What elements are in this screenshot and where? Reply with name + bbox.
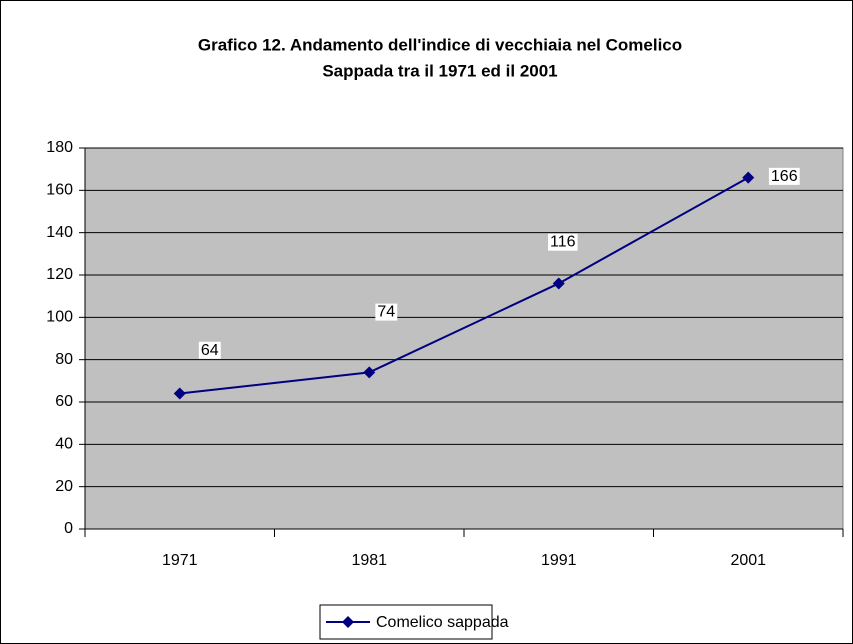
y-tick-label: 100 xyxy=(46,309,73,326)
data-label: 166 xyxy=(771,168,798,185)
y-tick-label: 60 xyxy=(55,393,73,410)
data-point xyxy=(363,366,376,379)
y-tick-label: 160 xyxy=(46,182,73,199)
data-point xyxy=(552,277,565,290)
y-tick-label: 0 xyxy=(64,520,73,537)
y-tick-label: 80 xyxy=(55,351,73,368)
y-tick-label: 20 xyxy=(55,478,73,495)
data-label: 64 xyxy=(201,342,219,359)
data-label-bg xyxy=(768,167,800,185)
plot-area xyxy=(84,147,844,530)
y-tick-label: 40 xyxy=(55,436,73,453)
data-label-bg xyxy=(198,341,221,359)
series-line xyxy=(179,176,749,395)
legend-label: Comelico sappada xyxy=(376,614,509,631)
x-tick-label: 1991 xyxy=(541,552,577,569)
x-tick-label: 2001 xyxy=(730,552,766,569)
data-point xyxy=(742,171,755,184)
data-label-bg xyxy=(375,303,398,321)
data-point xyxy=(173,387,186,400)
chart-title: Grafico 12. Andamento dell'indice di vec… xyxy=(198,35,682,54)
data-label: 116 xyxy=(550,234,576,251)
data-label: 74 xyxy=(377,304,395,321)
y-tick-label: 140 xyxy=(46,224,73,241)
y-tick-label: 120 xyxy=(46,266,73,283)
y-tick-label: 180 xyxy=(46,139,73,156)
data-label-bg xyxy=(547,233,578,251)
x-tick-label: 1971 xyxy=(162,552,198,569)
chart-title: Sappada tra il 1971 ed il 2001 xyxy=(322,61,557,80)
legend-marker xyxy=(342,616,354,628)
x-tick-label: 1981 xyxy=(351,552,387,569)
